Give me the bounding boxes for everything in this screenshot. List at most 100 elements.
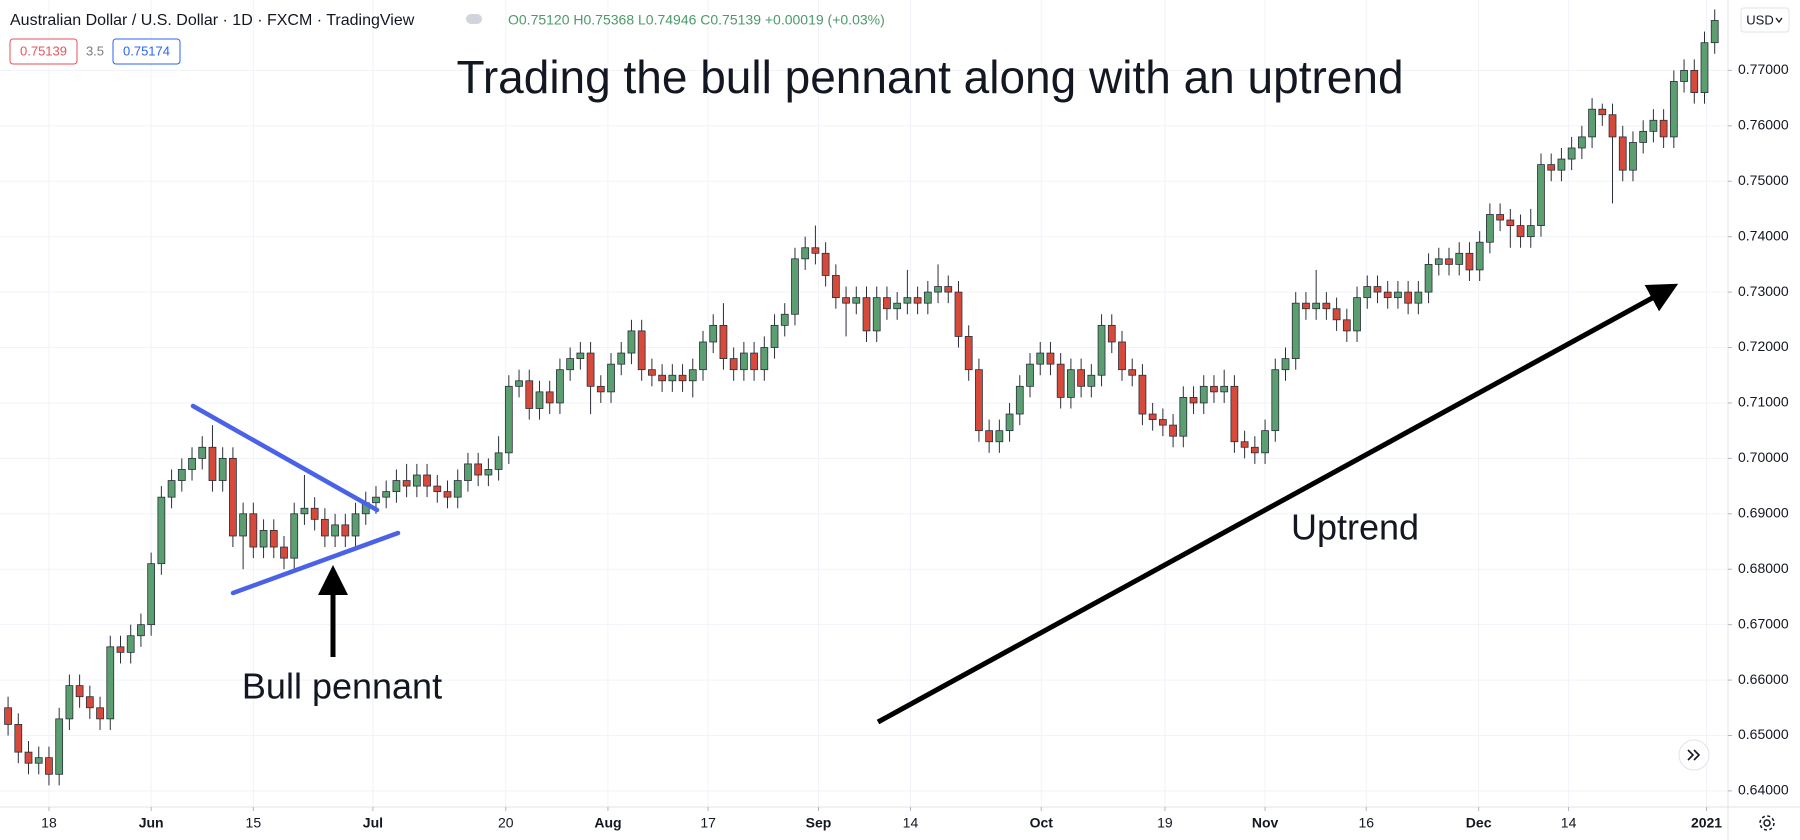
candle-body	[1189, 397, 1198, 404]
x-tick-label: Aug	[594, 815, 621, 831]
candle-body	[1036, 352, 1045, 365]
y-tick-label: 0.68000	[1738, 560, 1789, 576]
candle-body	[1261, 430, 1269, 454]
candle-body	[65, 685, 74, 720]
candle-body	[259, 530, 268, 548]
currency-button[interactable]	[1740, 7, 1790, 33]
y-tick-label: 0.77000	[1738, 61, 1789, 77]
scroll-icon	[1687, 749, 1695, 761]
candle-body	[923, 291, 932, 304]
candle-body	[45, 757, 53, 775]
x-tick-label: Oct	[1030, 815, 1054, 831]
candle-body	[474, 463, 483, 476]
y-tick-label: 0.73000	[1738, 283, 1789, 299]
candle-body	[791, 258, 799, 315]
candle-body	[1557, 158, 1566, 171]
candle-body	[964, 336, 973, 371]
settings-button[interactable]	[1759, 815, 1775, 831]
candle-body	[770, 324, 779, 348]
x-tick-label: 14	[1561, 815, 1577, 831]
candle-body	[392, 480, 401, 493]
candle-body	[637, 330, 646, 371]
candle-body	[484, 469, 493, 476]
trend-label: Uptrend	[1291, 507, 1419, 548]
candle-body	[1434, 258, 1443, 265]
sell-box[interactable]	[9, 38, 78, 65]
candle-body	[423, 474, 431, 487]
y-tick-label: 0.64000	[1738, 782, 1789, 798]
x-tick-label: 17	[700, 815, 716, 831]
candle-body	[1138, 374, 1147, 415]
candle-body	[1128, 369, 1137, 376]
x-tick-label: 14	[903, 815, 919, 831]
candle-body	[954, 291, 963, 337]
candle-body	[24, 751, 33, 764]
candle-body	[300, 507, 309, 515]
x-tick-label: Nov	[1252, 815, 1279, 831]
buy-box[interactable]	[112, 38, 181, 65]
candle-body	[106, 646, 115, 720]
candle-body	[556, 369, 564, 404]
candle-body	[913, 297, 922, 304]
y-tick-label: 0.71000	[1738, 394, 1789, 410]
candle-body	[872, 297, 881, 332]
candle-body	[821, 252, 830, 276]
candle-body	[1526, 225, 1535, 238]
candle-body	[1015, 385, 1024, 415]
candle-body	[464, 463, 472, 481]
candle-body	[903, 297, 912, 304]
candle-body	[1353, 297, 1361, 332]
candle-body	[14, 724, 23, 753]
pennant-lower-line	[230, 530, 401, 596]
candle-body	[1087, 374, 1096, 387]
candle-body	[852, 297, 861, 304]
candle-body	[729, 358, 738, 371]
candle-body	[1148, 413, 1157, 420]
candle-body	[1026, 363, 1034, 387]
x-tick-label: 18	[41, 815, 57, 831]
candle-body	[341, 524, 350, 537]
candle-body	[1312, 302, 1321, 310]
y-tick-label: 0.76000	[1738, 117, 1789, 133]
candle-body	[944, 286, 953, 293]
candle-body	[494, 452, 503, 470]
candle-body	[1394, 291, 1402, 299]
candle-body	[883, 297, 891, 310]
candle-body	[515, 380, 523, 387]
candle-body	[780, 313, 789, 326]
candle-body	[1680, 69, 1688, 82]
hide-legend-button[interactable]	[466, 14, 482, 24]
candle-body	[975, 369, 983, 432]
candle-body	[208, 446, 217, 481]
candle-body	[1598, 108, 1607, 116]
gear-outer	[1759, 815, 1775, 831]
candle-body	[1077, 369, 1085, 387]
candle-body	[1567, 147, 1576, 160]
candle-body	[453, 480, 462, 498]
candle-body	[443, 491, 452, 498]
buy-price[interactable]: 0.75174	[123, 43, 170, 58]
candle-body	[760, 347, 769, 371]
sell-price[interactable]: 0.75139	[20, 43, 67, 58]
candle-body	[1383, 291, 1392, 299]
candle-body	[862, 297, 871, 332]
x-tick-label: 2021	[1691, 815, 1722, 831]
candle-body	[126, 635, 135, 653]
candle-body	[1250, 446, 1259, 454]
candle-body	[1199, 385, 1208, 404]
y-tick-label: 0.65000	[1738, 726, 1789, 742]
y-tick-label: 0.72000	[1738, 338, 1789, 354]
y-tick-label: 0.66000	[1738, 671, 1789, 687]
candle-body	[504, 385, 513, 454]
candle-body	[157, 496, 166, 565]
candle-body	[188, 457, 196, 470]
candle-body	[1414, 291, 1423, 304]
currency-label[interactable]: USD	[1746, 12, 1773, 27]
candle-body	[750, 352, 758, 371]
candle-body	[382, 491, 391, 498]
candle-body	[1230, 385, 1239, 443]
candle-body	[566, 358, 575, 371]
candle-body	[1588, 108, 1596, 138]
candle-body	[688, 369, 697, 382]
